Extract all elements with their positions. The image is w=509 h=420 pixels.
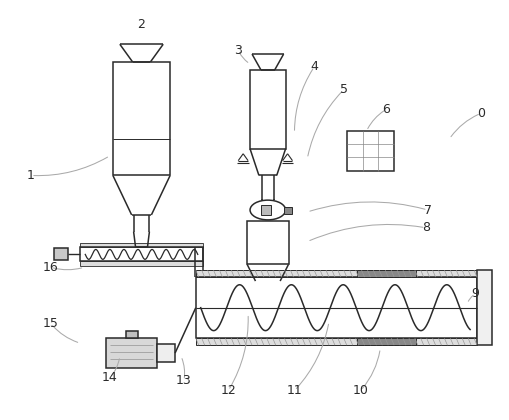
Bar — [196, 270, 477, 277]
Bar — [80, 243, 203, 247]
Bar — [261, 205, 271, 215]
Text: 9: 9 — [471, 287, 479, 300]
Text: 4: 4 — [310, 60, 318, 74]
Bar — [347, 131, 394, 171]
Bar — [247, 221, 289, 264]
Bar — [477, 270, 492, 345]
Text: 13: 13 — [176, 374, 192, 387]
Bar — [357, 270, 416, 277]
Bar — [126, 331, 137, 338]
Text: 5: 5 — [340, 83, 348, 96]
Text: 10: 10 — [353, 384, 369, 397]
Text: 7: 7 — [423, 204, 432, 216]
Text: 3: 3 — [234, 44, 242, 57]
Text: 8: 8 — [421, 221, 430, 234]
Text: 12: 12 — [220, 384, 236, 397]
Bar — [357, 338, 416, 345]
Bar — [477, 270, 492, 345]
Bar — [80, 243, 203, 247]
Bar — [113, 62, 170, 176]
Text: 6: 6 — [382, 103, 390, 116]
Bar — [357, 338, 416, 345]
Text: 0: 0 — [477, 107, 485, 120]
Bar — [80, 247, 203, 261]
Bar — [284, 207, 293, 214]
Bar — [250, 70, 286, 149]
Bar — [157, 344, 175, 362]
Text: 16: 16 — [43, 261, 59, 274]
Bar — [357, 270, 416, 277]
Bar — [80, 261, 203, 266]
Text: 15: 15 — [43, 317, 59, 330]
Bar — [196, 338, 477, 345]
Text: 1: 1 — [27, 169, 35, 182]
Bar — [196, 338, 477, 345]
Bar — [53, 249, 68, 260]
Bar — [196, 270, 477, 277]
Bar — [80, 261, 203, 266]
Text: 14: 14 — [102, 371, 118, 384]
Text: 2: 2 — [137, 18, 146, 31]
Text: 11: 11 — [287, 384, 302, 397]
Bar — [196, 277, 477, 338]
Bar — [106, 338, 157, 368]
Bar — [106, 338, 157, 368]
